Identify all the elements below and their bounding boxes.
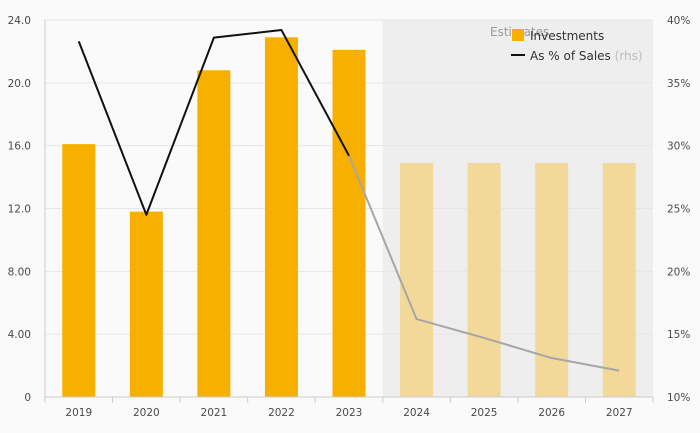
y-left-tick-label: 16.0 [8, 141, 31, 153]
axes [44, 20, 654, 403]
bar-2021 [197, 70, 231, 398]
bar-2023 [332, 49, 366, 398]
y-left-tick-label: 24.0 [8, 15, 31, 27]
bar-series-investments [62, 37, 636, 398]
line-segment-estimate [348, 155, 620, 372]
x-tick-label-2027: 2027 [606, 407, 633, 419]
x-tick-label-2026: 2026 [538, 407, 565, 419]
y-left-ticks: 0 4.00 8.00 12.0 16.0 20.0 24.0 [8, 15, 31, 404]
y-left-tick-label: 0 [24, 392, 31, 404]
bar-2022 [264, 37, 298, 397]
legend-label-ratio-text: As % of Sales [530, 49, 611, 63]
line-series-pct-of-sales [77, 29, 620, 372]
y-right-tick-label: 20% [667, 266, 690, 278]
x-tick-label-2019: 2019 [65, 407, 92, 419]
x-tick-label-2025: 2025 [471, 407, 498, 419]
x-tick-label-2024: 2024 [403, 407, 430, 419]
bar-2019 [62, 144, 96, 397]
x-ticks: 2019 2020 2021 2022 2023 2024 2025 2026 2027 [65, 407, 632, 419]
y-left-tick-label: 20.0 [8, 78, 31, 90]
y-left-tick-label: 4.00 [8, 329, 31, 341]
x-tick-label-2020: 2020 [133, 407, 160, 419]
y-right-ticks: 10% 15% 20% 25% 30% 35% 40% [667, 15, 690, 404]
legend-label-investments: Investments [530, 29, 604, 43]
y-left-tick-label: 12.0 [8, 204, 31, 216]
y-right-tick-label: 10% [667, 392, 690, 404]
y-right-tick-label: 40% [667, 15, 690, 27]
legend-swatch-investments [512, 29, 524, 41]
line-segment-actual [77, 29, 350, 216]
x-tick-label-2022: 2022 [268, 407, 295, 419]
x-tick-label-2021: 2021 [201, 407, 228, 419]
legend-label-ratio-suffix: (rhs) [615, 49, 643, 63]
bar-2026 [535, 162, 569, 397]
bar-2020 [129, 211, 163, 397]
y-right-tick-label: 15% [667, 329, 690, 341]
legend: Investments As % of Sales (rhs) [511, 29, 643, 63]
bar-2024 [400, 162, 434, 397]
bar-2025 [467, 162, 501, 397]
y-left-tick-label: 8.00 [8, 266, 31, 278]
x-tick-label-2023: 2023 [336, 407, 363, 419]
legend-label-ratio: As % of Sales (rhs) [530, 49, 643, 63]
bar-2027 [602, 162, 636, 397]
y-right-tick-label: 30% [667, 141, 690, 153]
y-right-tick-label: 35% [667, 78, 690, 90]
y-right-tick-label: 25% [667, 204, 690, 216]
